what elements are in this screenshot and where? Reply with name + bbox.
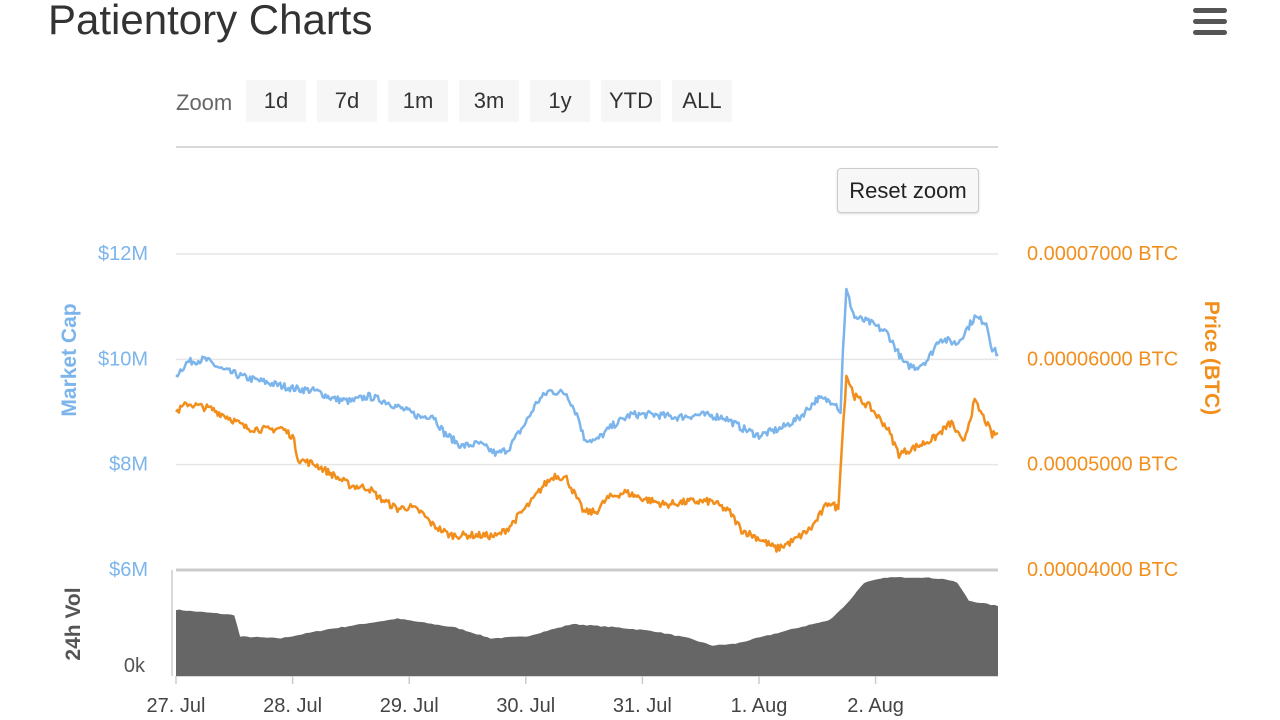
page-title: Patientory Charts (48, 0, 373, 43)
y-right-tick-label: 0.00006000 BTC (1027, 348, 1178, 370)
y-right-tick-label: 0.00005000 BTC (1027, 454, 1178, 476)
reset-zoom-button[interactable]: Reset zoom (837, 168, 979, 213)
zoom-all-button[interactable]: ALL (672, 80, 732, 122)
zoom-3m-button[interactable]: 3m (459, 80, 519, 122)
market-cap-line (175, 287, 999, 457)
x-tick-label: 2. Aug (847, 695, 904, 717)
price-line (175, 374, 999, 553)
y-right-axis-title: Price (BTC) (1200, 301, 1223, 415)
axis-labels: $12M 0.00007000 BTC $10M 0.00006000 BTC $8M 0… (58, 243, 1223, 717)
zoom-7d-button[interactable]: 7d (317, 80, 377, 122)
x-tick-label: 29. Jul (380, 695, 439, 717)
x-tick-label: 1. Aug (731, 695, 788, 717)
zoom-label: Zoom (176, 90, 233, 115)
volume-tick-label: 0k (124, 655, 146, 677)
y-right-tick-label: 0.00004000 BTC (1027, 559, 1178, 581)
x-tick-label: 31. Jul (613, 695, 672, 717)
zoom-1y-button[interactable]: 1y (530, 80, 590, 122)
y-left-tick-label: $8M (109, 454, 148, 476)
x-tick-label: 28. Jul (263, 695, 322, 717)
y-left-tick-label: $6M (109, 559, 148, 581)
y-left-tick-label: $10M (98, 348, 148, 370)
y-left-tick-label: $12M (98, 243, 148, 265)
zoom-ytd-button[interactable]: YTD (601, 80, 661, 122)
y-left-axis-title: Market Cap (58, 303, 81, 416)
series-layer (175, 287, 999, 553)
x-tick-label: 27. Jul (147, 695, 206, 717)
x-tick-label: 30. Jul (496, 695, 555, 717)
hamburger-menu-icon[interactable] (1193, 8, 1227, 36)
zoom-1d-button[interactable]: 1d (246, 80, 306, 122)
volume-area (176, 577, 998, 676)
volume-axis-title: 24h Vol (62, 587, 85, 660)
zoom-1m-button[interactable]: 1m (388, 80, 448, 122)
y-right-tick-label: 0.00007000 BTC (1027, 243, 1178, 265)
volume-panel (176, 577, 998, 676)
